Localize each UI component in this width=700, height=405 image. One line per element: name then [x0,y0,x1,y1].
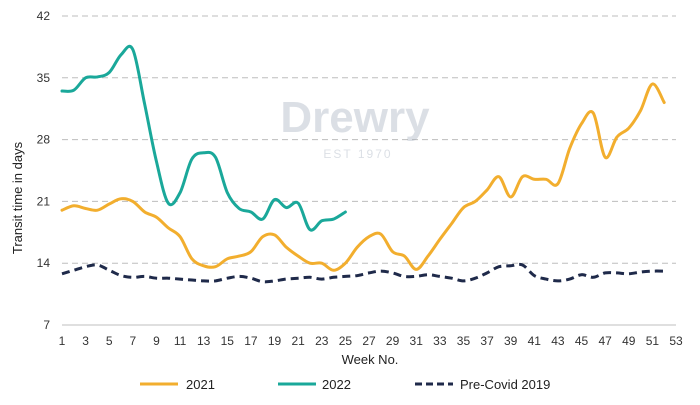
x-tick-label: 17 [244,334,258,348]
x-tick-label: 51 [646,334,660,348]
legend-label-pre-covid-2019: Pre-Covid 2019 [460,377,550,392]
y-tick-label: 35 [37,71,51,85]
x-tick-label: 41 [528,334,542,348]
x-tick-label: 13 [197,334,211,348]
y-tick-label: 21 [37,194,51,208]
watermark-brand: Drewry [280,93,430,142]
y-axis-ticks: 7 14 21 28 35 42 [37,9,51,332]
x-tick-label: 47 [598,334,612,348]
gridlines [62,15,676,326]
x-tick-label: 27 [362,334,376,348]
series-line-2021 [60,82,666,272]
x-tick-label: 19 [268,334,282,348]
x-tick-label: 43 [551,334,565,348]
x-tick-label: 1 [59,334,66,348]
y-tick-label: 28 [37,133,51,147]
x-tick-label: 11 [174,334,187,348]
x-tick-label: 3 [82,334,89,348]
legend-label-2021: 2021 [186,377,215,392]
y-tick-label: 14 [37,256,51,270]
x-tick-label: 33 [433,334,447,348]
legend: 2021 2022 Pre-Covid 2019 [140,377,550,392]
x-tick-label: 49 [622,334,636,348]
x-tick-label: 7 [130,334,137,348]
drewry-watermark: Drewry EST 1970 [280,93,430,161]
x-tick-label: 45 [575,334,589,348]
x-tick-label: 23 [315,334,329,348]
x-tick-label: 29 [386,334,400,348]
x-tick-label: 5 [106,334,113,348]
x-tick-label: 15 [221,334,235,348]
x-tick-label: 37 [480,334,494,348]
x-tick-label: 53 [669,334,683,348]
x-tick-label: 35 [457,334,471,348]
x-tick-label: 25 [339,334,353,348]
y-axis-label: Transit time in days [10,141,25,254]
series-line-2022 [60,44,347,232]
legend-label-2022: 2022 [322,377,351,392]
y-tick-label: 7 [43,318,50,332]
x-tick-label: 9 [153,334,160,348]
series-line-pre-covid-2019 [61,262,665,284]
series-lines [60,44,666,284]
watermark-tagline: EST 1970 [323,147,392,161]
x-tick-label: 39 [504,334,518,348]
x-tick-label: 31 [410,334,424,348]
x-axis-ticks: 1 3 5 7 9 11 13 15 17 19 21 23 25 27 29 31 33 35 37 39 41 43 4… [59,334,683,348]
x-axis-label: Week No. [342,352,399,367]
y-tick-label: 42 [37,9,51,23]
x-tick-label: 21 [291,334,305,348]
